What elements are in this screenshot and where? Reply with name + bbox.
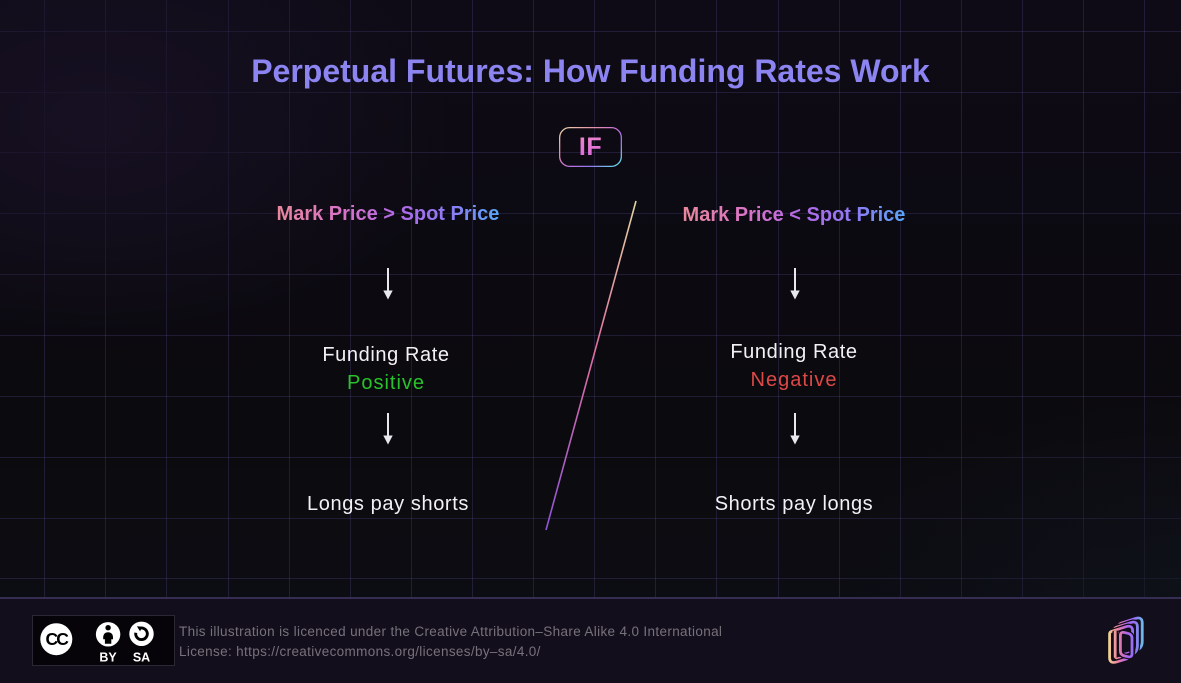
svg-text:BY: BY bbox=[99, 651, 117, 665]
svg-text:SA: SA bbox=[133, 651, 150, 665]
svg-text:CC: CC bbox=[45, 629, 69, 649]
